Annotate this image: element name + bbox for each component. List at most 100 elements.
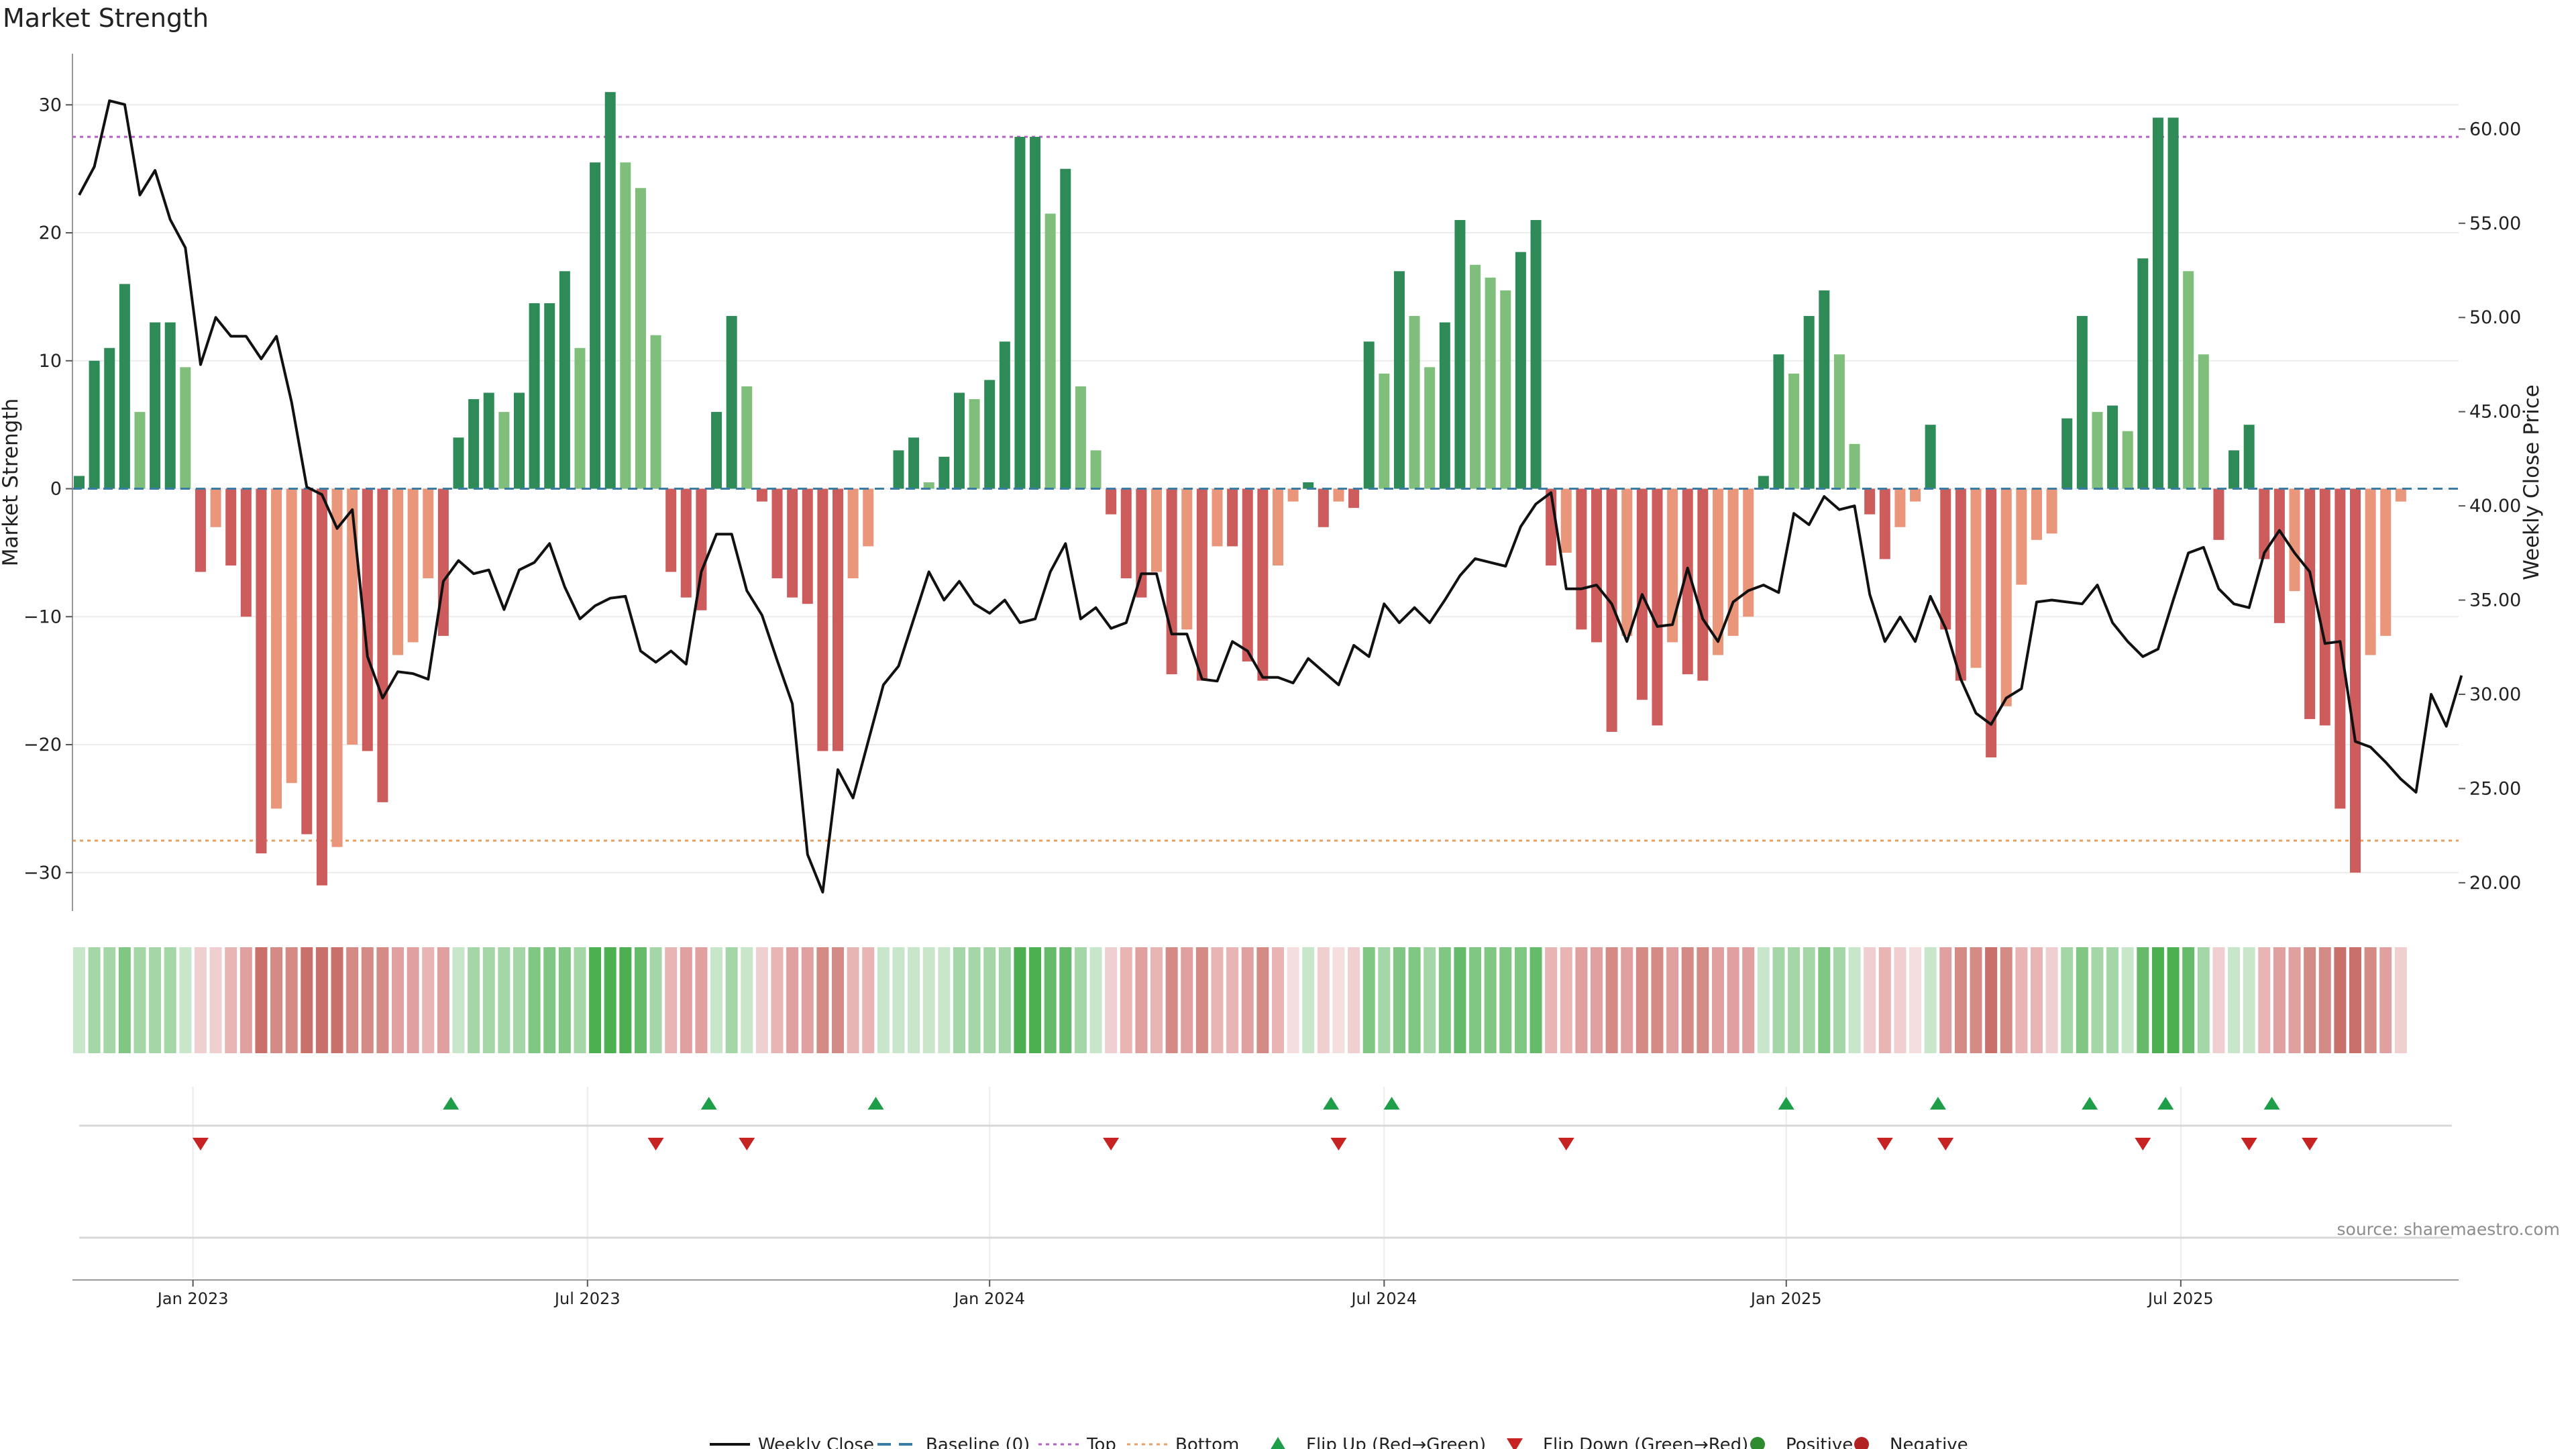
heat-cell (1241, 947, 1254, 1053)
legend-item: Weekly Close (710, 1435, 874, 1449)
heat-cell (88, 947, 101, 1053)
heat-cell (1711, 947, 1724, 1053)
heat-cell (1029, 947, 1042, 1053)
legend-item: Bottom (1127, 1435, 1239, 1449)
heat-cell (1484, 947, 1497, 1053)
strength-bar (271, 488, 282, 809)
flip-up-marker (2263, 1097, 2280, 1110)
strength-bar (1090, 450, 1102, 489)
strength-bar (1667, 488, 1678, 643)
heat-cell (1105, 947, 1118, 1053)
heat-cell (862, 947, 875, 1053)
strength-bar (180, 367, 191, 489)
heat-cell (1742, 947, 1755, 1053)
heat-cell (953, 947, 965, 1053)
strength-bar (604, 92, 616, 489)
strength-bar (89, 360, 100, 489)
strength-bar (711, 412, 722, 489)
legend-label: Weekly Close (758, 1435, 874, 1449)
heat-cell (604, 947, 616, 1053)
y2-tick-label: 25.00 (2469, 778, 2521, 799)
strength-bar (2319, 488, 2330, 726)
heat-cell (771, 947, 784, 1053)
heat-cell (1378, 947, 1391, 1053)
strength-bar (1788, 373, 1800, 489)
strength-bar (498, 412, 510, 489)
heat-cell (1591, 947, 1603, 1053)
heat-cell (1135, 947, 1148, 1053)
heat-cell (1044, 947, 1057, 1053)
y2-tick-label: 35.00 (2469, 590, 2521, 611)
heat-cell (1332, 947, 1345, 1053)
heat-cell (2228, 947, 2241, 1053)
strength-bar (1151, 488, 1163, 572)
strength-bar (1986, 488, 1997, 758)
heat-cell (558, 947, 571, 1053)
heat-cell (1970, 947, 1982, 1053)
heat-cell (1469, 947, 1482, 1053)
weekly-close-polyline (78, 99, 2463, 894)
strength-bar (1576, 488, 1587, 630)
strength-bar (331, 488, 343, 847)
strength-bar (1940, 488, 1951, 630)
strength-bar (1196, 488, 1208, 681)
heat-cell (1545, 947, 1558, 1053)
heat-cell (392, 947, 405, 1053)
flip-up-marker (2082, 1097, 2098, 1110)
strength-bar (1925, 425, 1936, 489)
heat-cell (2212, 947, 2225, 1053)
strength-bar (741, 386, 753, 489)
heat-cell (437, 947, 449, 1053)
strength-bar (1075, 386, 1086, 489)
heat-cell (1287, 947, 1299, 1053)
source-note: source: sharemaestro.com (2337, 1220, 2561, 1239)
strength-bar (680, 488, 692, 598)
heat-cell (2030, 947, 2043, 1053)
legend-swatch-flip-up (1271, 1437, 1285, 1449)
strength-bar (377, 488, 388, 802)
y2-tick-label: 50.00 (2469, 307, 2521, 328)
flip-up-marker (1383, 1097, 1400, 1110)
strength-bar (2031, 488, 2042, 540)
strength-bar (2395, 488, 2406, 502)
strength-bar (483, 392, 494, 489)
strength-bar (1439, 322, 1450, 489)
y-tick-label: 20 (39, 223, 62, 244)
strength-bar (225, 488, 237, 566)
strength-bar (833, 488, 843, 751)
strength-bar (1743, 488, 1754, 617)
heat-cell (1059, 947, 1072, 1053)
heat-cell (2015, 947, 2028, 1053)
heat-cell (2167, 947, 2180, 1053)
heat-cell (1074, 947, 1087, 1053)
strength-bar (119, 284, 130, 489)
flip-down-marker (647, 1138, 664, 1150)
legend-swatch-positive (1750, 1437, 1765, 1449)
strength-bar (1318, 488, 1329, 527)
flip-up-marker (867, 1097, 884, 1110)
legend-item: Positive (1750, 1435, 1853, 1449)
y-tick-label: −30 (23, 863, 62, 883)
strength-bar (2183, 271, 2194, 489)
heat-cell (2318, 947, 2331, 1053)
heat-cell (2137, 947, 2149, 1053)
heat-cell (194, 947, 207, 1053)
strength-bar (529, 303, 540, 489)
heat-cell (816, 947, 829, 1053)
heat-cell (741, 947, 753, 1053)
strength-bar (240, 488, 252, 617)
strength-bar (1560, 488, 1572, 553)
flip-down-marker (2241, 1138, 2257, 1150)
heat-cell (513, 947, 525, 1053)
strength-bar (347, 488, 358, 745)
y2-tick-label: 40.00 (2469, 496, 2521, 517)
heat-cell (1195, 947, 1208, 1053)
heat-cell (1818, 947, 1831, 1053)
strength-bar (1181, 488, 1193, 630)
heat-cell (2379, 947, 2392, 1053)
heat-cell (239, 947, 252, 1053)
strength-heat-strip (73, 947, 2407, 1053)
strength-bar (1227, 488, 1238, 547)
heat-cell (1878, 947, 1891, 1053)
heat-cell (801, 947, 814, 1053)
